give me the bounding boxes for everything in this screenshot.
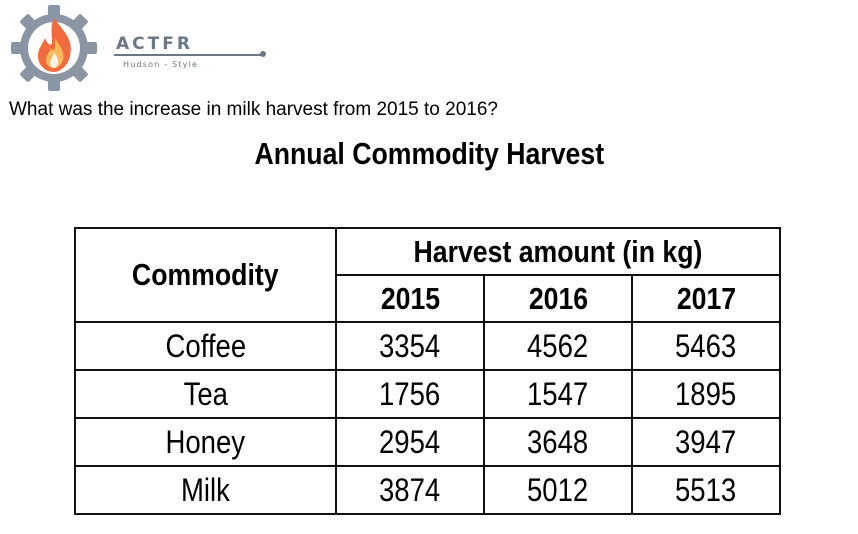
question-text: What was the increase in milk harvest fr… [9, 99, 498, 120]
table-title: Annual Commodity Harvest [254, 136, 605, 171]
year-header-row: 2015 2016 2017 [75, 274, 781, 323]
commodity-cell: Coffee [74, 321, 337, 371]
value-cell: 4562 [483, 321, 633, 371]
brand-divider [114, 54, 262, 56]
table-row: Coffee 3354 4562 5463 [74, 321, 781, 371]
value-cell: 5513 [631, 465, 781, 515]
value-cell: 3874 [335, 465, 485, 515]
value-cell: 5463 [631, 321, 781, 371]
brand-divider-dot [260, 51, 266, 57]
commodity-cell: Milk [74, 465, 337, 515]
value-cell: 5012 [483, 465, 633, 515]
value-cell: 2954 [335, 417, 485, 467]
commodity-cell: Honey [74, 417, 337, 467]
table-row: Honey 2954 3648 3947 [74, 417, 781, 467]
harvest-amount-header: Harvest amount (in kg) [335, 227, 781, 276]
year-header: 2016 [483, 274, 633, 323]
brand-name: ACTFR [116, 34, 193, 54]
value-cell: 1547 [483, 369, 633, 419]
value-cell: 3648 [483, 417, 633, 467]
value-cell: 3947 [631, 417, 781, 467]
brand-tagline: Hudson - Style [123, 60, 199, 69]
year-header: 2015 [335, 274, 485, 323]
table-header-row: Commodity Harvest amount (in kg) [74, 227, 781, 323]
brand-logo: ACTFR Hudson - Style [10, 4, 270, 94]
year-header: 2017 [631, 274, 781, 323]
harvest-table: Commodity Harvest amount (in kg) 2015 20… [74, 227, 781, 515]
value-cell: 1756 [335, 369, 485, 419]
value-cell: 1895 [631, 369, 781, 419]
commodity-cell: Tea [74, 369, 337, 419]
table-row: Milk 3874 5012 5513 [74, 465, 781, 515]
commodity-header: Commodity [74, 227, 337, 323]
table-row: Tea 1756 1547 1895 [74, 369, 781, 419]
gear-flame-logo-icon [11, 5, 97, 91]
value-cell: 3354 [335, 321, 485, 371]
